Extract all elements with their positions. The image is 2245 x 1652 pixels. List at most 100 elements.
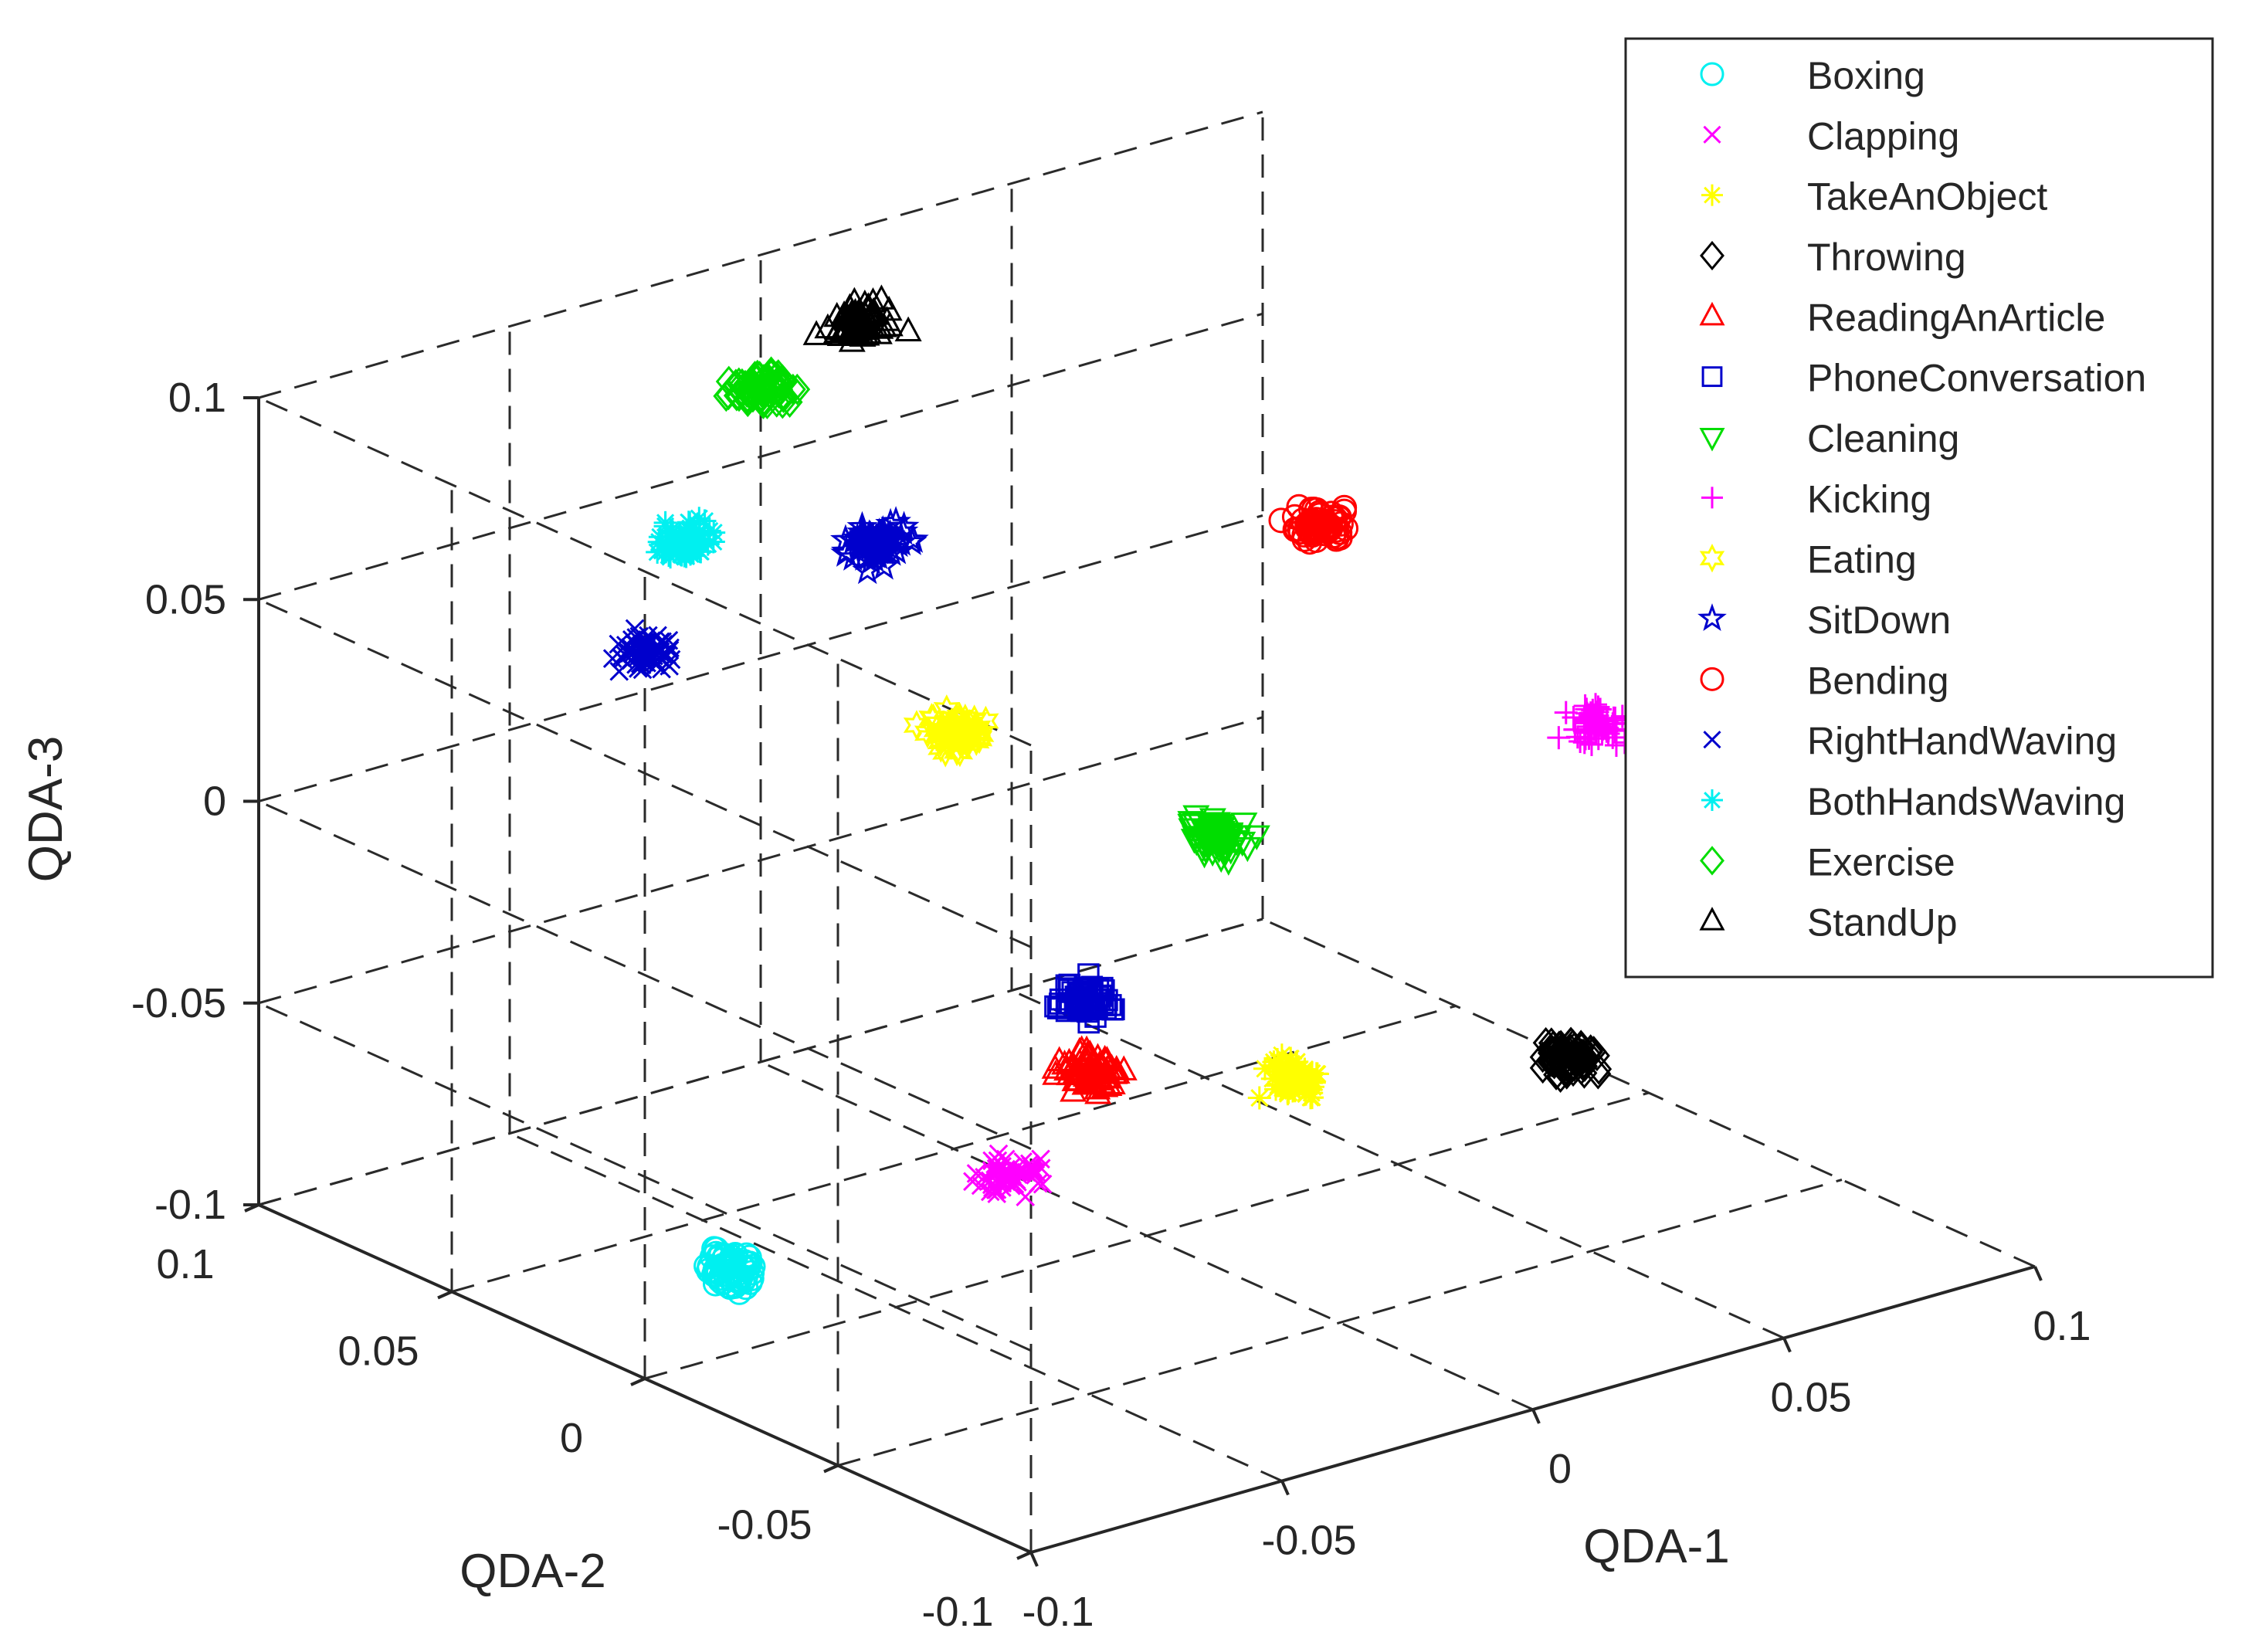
data-point bbox=[989, 1144, 1009, 1164]
data-point bbox=[980, 1182, 1000, 1202]
legend-marker bbox=[1703, 731, 1721, 749]
data-point bbox=[687, 507, 711, 531]
data-point bbox=[1267, 1073, 1291, 1097]
data-point bbox=[650, 532, 674, 556]
series-righthandwaving bbox=[602, 619, 681, 681]
data-point bbox=[857, 300, 885, 326]
series-exercise bbox=[713, 356, 811, 419]
y-tick-label: 0.05 bbox=[337, 1328, 419, 1375]
data-point bbox=[710, 1253, 736, 1279]
data-point bbox=[635, 633, 654, 652]
z-tick-label: 0.1 bbox=[168, 375, 226, 421]
data-point bbox=[715, 378, 742, 411]
data-point bbox=[1098, 1053, 1126, 1080]
data-point bbox=[1574, 727, 1598, 751]
data-point bbox=[1547, 726, 1571, 750]
data-point bbox=[715, 365, 742, 398]
series-phoneconversation bbox=[1044, 963, 1125, 1034]
legend-marker bbox=[1699, 301, 1725, 326]
data-point bbox=[881, 534, 912, 565]
data-point bbox=[1031, 1149, 1050, 1169]
legend-item: TakeAnObject bbox=[1701, 175, 2047, 219]
data-point bbox=[721, 1272, 747, 1298]
grid-floor-y bbox=[837, 1179, 1843, 1467]
legend-item: Exercise bbox=[1700, 840, 1955, 884]
x-tick bbox=[1531, 1409, 1541, 1424]
legend-label: BothHandsWaving bbox=[1807, 780, 2125, 823]
legend-label: StandUp bbox=[1807, 901, 1958, 945]
axes-layer bbox=[243, 396, 2043, 1567]
x-tick bbox=[1029, 1552, 1039, 1567]
series-throwing bbox=[1529, 1026, 1613, 1094]
data-point bbox=[1016, 1187, 1036, 1207]
data-point bbox=[1602, 706, 1626, 730]
z-tick-label: 0 bbox=[203, 779, 226, 825]
data-point bbox=[1091, 1072, 1119, 1097]
series-takeanobject bbox=[1247, 1043, 1329, 1110]
labels-layer: -0.1 -0.05 0 0.05 0.1 -0.1 -0.05 0 0.05 0.1 -0.1 -0… bbox=[19, 375, 2091, 1635]
x-tick bbox=[1280, 1480, 1290, 1496]
legend-item: Kicking bbox=[1701, 477, 1931, 521]
data-point bbox=[1206, 823, 1234, 848]
data-point bbox=[1562, 705, 1585, 729]
data-point bbox=[1563, 1045, 1590, 1077]
x-tick-label: 0.05 bbox=[1770, 1375, 1851, 1421]
data-point bbox=[874, 519, 906, 549]
legend-label: Boxing bbox=[1807, 54, 1925, 97]
data-point bbox=[1247, 1086, 1271, 1110]
legend-item: RightHandWaving bbox=[1703, 720, 2117, 763]
legend-item: StandUp bbox=[1699, 901, 1958, 945]
data-point bbox=[1575, 701, 1599, 725]
data-point bbox=[897, 524, 929, 553]
data-point bbox=[1268, 507, 1294, 534]
series-bending bbox=[1268, 494, 1359, 555]
data-point bbox=[1307, 500, 1333, 526]
series-eating bbox=[903, 694, 999, 768]
grid-floor-y bbox=[451, 1005, 1457, 1293]
legend-marker bbox=[1699, 543, 1725, 573]
x-tick-label: 0 bbox=[1548, 1446, 1572, 1492]
data-point bbox=[1284, 1063, 1307, 1087]
legend-item: Boxing bbox=[1700, 54, 1925, 97]
points-layer bbox=[602, 284, 1652, 1305]
legend-label: Bending bbox=[1807, 659, 1949, 702]
legend-label: SitDown bbox=[1807, 599, 1951, 642]
y-tick bbox=[244, 1203, 259, 1213]
legend-label: Exercise bbox=[1807, 840, 1955, 884]
legend-label: ReadingAnArticle bbox=[1807, 296, 2105, 339]
series-clapping bbox=[963, 1144, 1053, 1207]
data-point bbox=[629, 659, 648, 678]
y-tick-label: -0.05 bbox=[717, 1502, 812, 1549]
data-point bbox=[1033, 1174, 1053, 1194]
data-point bbox=[722, 370, 749, 402]
data-point bbox=[1331, 498, 1358, 524]
legend-marker bbox=[1699, 428, 1725, 452]
data-point bbox=[955, 714, 982, 746]
legend-marker bbox=[1699, 907, 1725, 931]
data-point bbox=[1570, 1040, 1597, 1072]
data-point bbox=[860, 524, 891, 555]
data-point bbox=[1200, 820, 1228, 846]
legend-item: BothHandsWaving bbox=[1701, 780, 2125, 823]
legend-marker bbox=[1701, 789, 1723, 811]
legend-item: SitDown bbox=[1697, 599, 1951, 642]
data-point bbox=[714, 1272, 741, 1298]
x-tick-label: -0.1 bbox=[1022, 1589, 1094, 1635]
legend-label: Cleaning bbox=[1807, 417, 1959, 460]
legend-item: PhoneConversation bbox=[1701, 357, 2146, 400]
data-point bbox=[1323, 526, 1349, 552]
legend-marker bbox=[1700, 240, 1724, 271]
z-tick-label: 0.05 bbox=[145, 576, 226, 622]
z-tick-label: -0.05 bbox=[131, 980, 226, 1026]
data-point bbox=[765, 364, 792, 396]
data-point bbox=[1071, 1048, 1100, 1074]
legend-marker bbox=[1701, 366, 1723, 388]
data-point bbox=[1086, 996, 1108, 1018]
data-point bbox=[1051, 1050, 1079, 1075]
data-point bbox=[941, 722, 968, 753]
legend-item: Eating bbox=[1699, 538, 1917, 582]
grid-wall-x-horiz bbox=[258, 598, 1032, 948]
x-axis-title: QDA-1 bbox=[1583, 1520, 1729, 1573]
